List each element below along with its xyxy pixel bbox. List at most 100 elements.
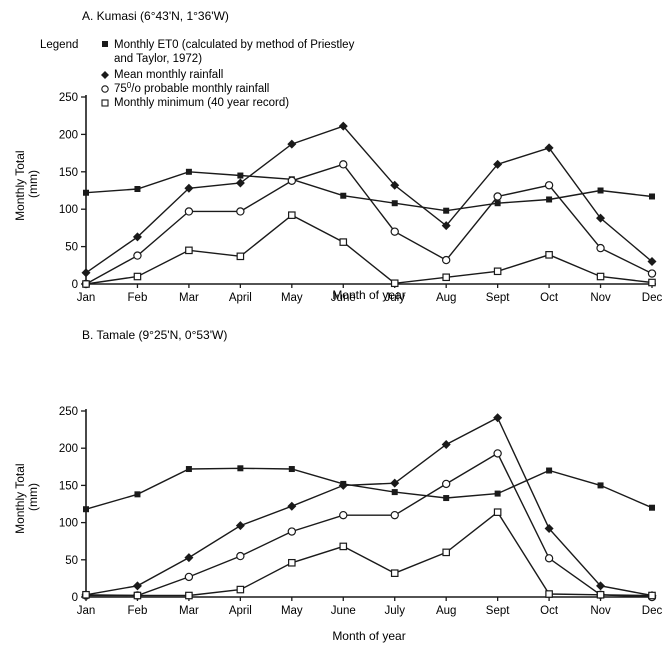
legend-heading: Legend: [40, 39, 78, 51]
data-point-open-square-kumasi: [648, 278, 656, 287]
data-point-filled-square-tamale: [391, 489, 398, 496]
series-line-open-circle-tamale: [86, 452, 653, 598]
legend-label-et0: Monthly ET0 (calculated by method of Pri…: [114, 39, 358, 65]
data-point-open-circle-tamale: [441, 479, 451, 489]
chart-title-kumasi: A. Kumasi (6°43'N, 1°36'W): [82, 9, 229, 23]
data-point-filled-square-tamale: [494, 490, 501, 497]
data-point-open-circle-kumasi: [441, 255, 451, 265]
data-point-open-circle-tamale: [236, 551, 245, 561]
data-point-open-circle-tamale: [184, 572, 194, 582]
data-point-filled-square-kumasi: [391, 200, 398, 207]
x-tick-label-kumasi: Feb: [128, 292, 148, 304]
legend-marker-min: [101, 99, 109, 107]
data-point-filled-diamond-tamale: [132, 581, 142, 591]
data-point-open-circle-kumasi: [339, 160, 348, 169]
data-point-filled-diamond-tamale: [287, 501, 297, 511]
x-tick-label-kumasi: Nov: [590, 292, 611, 304]
data-point-open-square-kumasi: [236, 252, 245, 261]
series-line-filled-diamond-kumasi: [85, 125, 653, 274]
data-point-open-square-tamale: [442, 548, 450, 557]
y-axis-title-kumasi-line2: (mm): [26, 170, 40, 198]
series-line-filled-diamond-tamale: [85, 416, 653, 597]
data-point-filled-diamond-tamale: [184, 553, 194, 563]
y-tick-label-kumasi: 200: [59, 129, 78, 141]
data-point-filled-square-tamale: [134, 491, 141, 498]
data-point-filled-square-tamale: [443, 495, 450, 502]
series-line-open-square-kumasi: [85, 214, 653, 285]
x-tick-label-kumasi: Mar: [179, 292, 199, 304]
data-point-open-square-tamale: [236, 585, 245, 594]
data-point-filled-square-kumasi: [546, 196, 553, 203]
x-tick-label-kumasi: Jan: [77, 292, 96, 304]
data-point-open-square-tamale: [648, 591, 656, 600]
y-tick-label-tamale: 50: [65, 555, 78, 567]
y-axis-title-tamale-line2: (mm): [26, 483, 40, 511]
data-point-open-square-tamale: [596, 590, 605, 599]
data-point-filled-diamond-kumasi: [596, 213, 606, 223]
data-point-filled-diamond-kumasi: [647, 257, 657, 267]
x-tick-label-kumasi: Dec: [642, 292, 662, 304]
data-point-open-circle-kumasi: [596, 243, 605, 253]
data-point-open-circle-kumasi: [133, 251, 142, 260]
x-tick-label-tamale: July: [385, 605, 406, 617]
data-point-open-circle-kumasi: [544, 181, 554, 190]
data-point-open-square-kumasi: [133, 272, 142, 281]
data-point-filled-diamond-tamale: [390, 478, 400, 488]
plot-area-kumasi: 0 50 100 150 200 250 Jan Feb Mar April May June July…: [59, 92, 662, 304]
data-point-filled-diamond-kumasi: [338, 121, 348, 131]
data-point-open-square-tamale: [493, 508, 502, 516]
x-tick-label-kumasi: June: [331, 292, 356, 304]
data-point-filled-diamond-tamale: [235, 521, 245, 531]
x-tick-label-tamale: Dec: [642, 605, 662, 617]
data-point-open-circle-tamale: [544, 554, 554, 563]
legend: Legend Monthly ET0 (calculated by method…: [40, 39, 358, 109]
legend-marker-mean: [101, 71, 109, 79]
data-point-filled-diamond-kumasi: [235, 178, 245, 188]
data-point-filled-square-kumasi: [237, 172, 244, 179]
y-tick-label-tamale: 250: [59, 406, 78, 418]
data-point-open-square-kumasi: [390, 279, 399, 288]
y-tick-label-tamale: 0: [72, 592, 78, 604]
data-point-open-square-tamale: [82, 590, 90, 599]
data-point-open-square-tamale: [390, 569, 399, 577]
data-point-filled-diamond-kumasi: [132, 232, 142, 242]
data-point-filled-square-tamale: [288, 466, 295, 473]
y-tick-label-tamale: 150: [59, 480, 78, 492]
y-tick-label-kumasi: 100: [59, 204, 78, 216]
legend-marker-et0: [102, 41, 108, 47]
x-tick-label-kumasi: Sept: [486, 292, 510, 304]
x-tick-label-kumasi: May: [281, 292, 303, 304]
x-tick-label-tamale: May: [281, 605, 303, 617]
x-tick-label-kumasi: Oct: [540, 292, 559, 304]
data-point-open-square-tamale: [185, 591, 193, 600]
data-point-open-circle-kumasi: [236, 207, 245, 216]
data-point-filled-diamond-kumasi: [287, 139, 297, 149]
data-point-filled-square-tamale: [649, 504, 655, 511]
data-point-open-circle-kumasi: [287, 176, 297, 185]
data-point-open-square-tamale: [288, 558, 296, 567]
data-point-filled-square-tamale: [597, 482, 604, 489]
series-line-open-square-tamale: [85, 511, 653, 597]
data-point-filled-square-tamale: [83, 506, 89, 513]
legend-label-et0-line2: and Taylor, 1972): [114, 53, 202, 65]
x-tick-label-tamale: April: [229, 605, 252, 617]
data-point-open-circle-tamale: [493, 449, 502, 458]
data-point-filled-square-kumasi: [185, 168, 192, 175]
x-tick-label-tamale: Nov: [590, 605, 611, 617]
x-tick-label-kumasi: Aug: [436, 292, 456, 304]
y-axis-title-tamale-line1: Monthly Total: [13, 463, 27, 533]
x-tick-label-tamale: Mar: [179, 605, 199, 617]
series-line-open-circle-kumasi: [85, 163, 653, 285]
legend-label-mean: Mean monthly rainfall: [114, 69, 223, 81]
data-point-open-circle-kumasi: [390, 227, 399, 236]
series-line-filled-square-kumasi: [85, 171, 653, 212]
x-tick-label-tamale: Jan: [77, 605, 96, 617]
data-point-filled-square-kumasi: [597, 187, 604, 194]
data-point-open-circle-kumasi: [647, 269, 657, 278]
panel-tamale: B. Tamale (9°25'N, 0°53'W) Monthly Total…: [13, 328, 662, 643]
data-point-open-square-kumasi: [545, 251, 553, 259]
x-tick-label-kumasi: April: [229, 292, 252, 304]
data-point-open-square-kumasi: [339, 238, 348, 246]
legend-label-75pct: 750/o probable monthly rainfall: [114, 81, 269, 95]
data-point-open-circle-tamale: [287, 527, 297, 536]
